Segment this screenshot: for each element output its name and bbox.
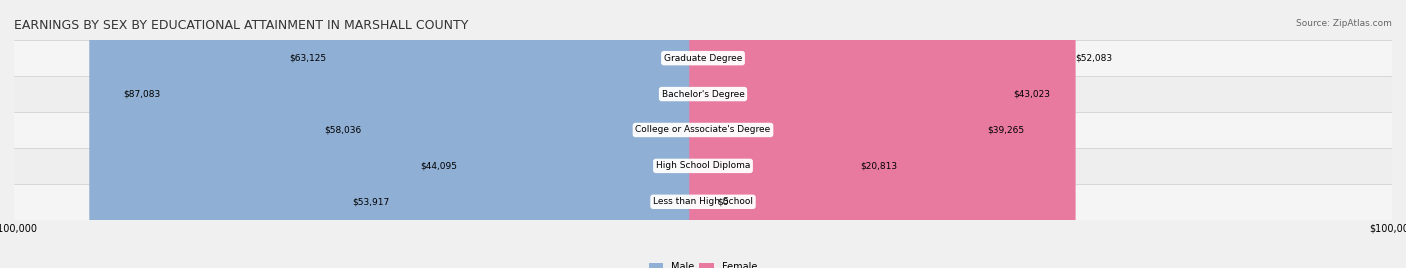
FancyBboxPatch shape (14, 148, 1392, 184)
Text: $20,813: $20,813 (860, 161, 897, 170)
Legend: Male, Female: Male, Female (650, 262, 756, 268)
FancyBboxPatch shape (689, 0, 860, 268)
FancyBboxPatch shape (14, 112, 1392, 148)
FancyBboxPatch shape (14, 184, 1392, 220)
Text: $52,083: $52,083 (1076, 54, 1112, 63)
Text: $43,023: $43,023 (1014, 90, 1050, 99)
FancyBboxPatch shape (14, 40, 1392, 76)
Text: Graduate Degree: Graduate Degree (664, 54, 742, 63)
Text: $87,083: $87,083 (124, 90, 160, 99)
Text: $0: $0 (717, 197, 728, 206)
FancyBboxPatch shape (89, 0, 717, 268)
Text: EARNINGS BY SEX BY EDUCATIONAL ATTAINMENT IN MARSHALL COUNTY: EARNINGS BY SEX BY EDUCATIONAL ATTAINMEN… (14, 19, 468, 32)
FancyBboxPatch shape (290, 0, 717, 268)
FancyBboxPatch shape (689, 0, 1014, 268)
FancyBboxPatch shape (14, 76, 1392, 112)
Text: $53,917: $53,917 (353, 197, 389, 206)
Text: Source: ZipAtlas.com: Source: ZipAtlas.com (1296, 19, 1392, 28)
Text: $63,125: $63,125 (288, 54, 326, 63)
FancyBboxPatch shape (254, 0, 717, 268)
FancyBboxPatch shape (689, 0, 987, 268)
Text: $44,095: $44,095 (420, 161, 457, 170)
Text: Bachelor's Degree: Bachelor's Degree (662, 90, 744, 99)
FancyBboxPatch shape (689, 0, 1076, 268)
Text: Less than High School: Less than High School (652, 197, 754, 206)
FancyBboxPatch shape (385, 0, 717, 268)
Text: $58,036: $58,036 (323, 125, 361, 135)
Text: High School Diploma: High School Diploma (655, 161, 751, 170)
Text: $39,265: $39,265 (987, 125, 1025, 135)
Text: College or Associate's Degree: College or Associate's Degree (636, 125, 770, 135)
FancyBboxPatch shape (318, 0, 717, 268)
